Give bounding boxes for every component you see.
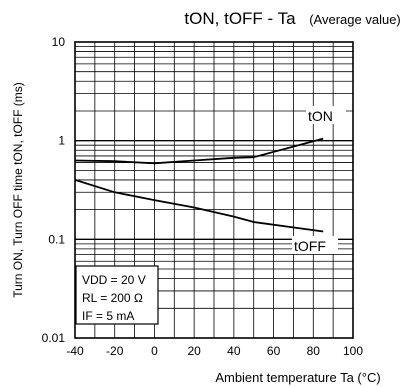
y-tick-label: 0.01 — [42, 331, 66, 345]
y-ticks: 0.01 0.1 1 10 — [42, 35, 66, 345]
x-tick-label: -40 — [66, 344, 84, 358]
chart-title: tON, tOFF - Ta — [184, 9, 296, 28]
plot-frame — [74, 41, 354, 339]
grid — [75, 42, 353, 338]
condition-vdd: VDD = 20 V — [82, 273, 146, 287]
x-tick-label: 0 — [151, 344, 158, 358]
x-tick-label: 40 — [227, 344, 241, 358]
x-axis-label: Ambient temperature Ta (°C) — [215, 370, 380, 385]
x-tick-label: 80 — [307, 344, 321, 358]
toff-label-bg — [292, 236, 338, 254]
series-lines — [74, 137, 324, 233]
y-tick-label: 10 — [52, 35, 66, 49]
series-line-ton — [74, 137, 324, 165]
y-tick-label: 0.1 — [48, 232, 65, 246]
series-label-toff: tOFF — [294, 238, 326, 254]
chart-title-note: (Average value) — [309, 12, 401, 27]
condition-rl: RL = 200 Ω — [82, 291, 143, 305]
x-tick-label: -20 — [106, 344, 124, 358]
x-tick-label: 100 — [343, 344, 363, 358]
x-tick-label: 20 — [187, 344, 201, 358]
condition-if: IF = 5 mA — [82, 309, 134, 323]
y-tick-label: 1 — [58, 134, 65, 148]
series-label-ton: tON — [308, 108, 333, 124]
x-ticks: -40 -20 0 20 40 60 80 100 — [66, 344, 363, 358]
series-line-toff — [74, 179, 324, 233]
x-tick-label: 60 — [267, 344, 281, 358]
conditions-box — [75, 265, 159, 325]
y-axis-label: Turn ON, Turn OFF time tON, tOFF (ms) — [11, 82, 25, 298]
ton-label-bg — [306, 106, 346, 124]
